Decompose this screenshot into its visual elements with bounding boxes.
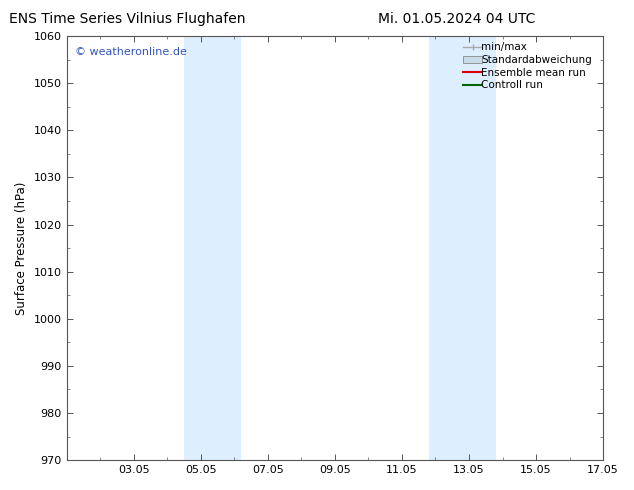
Text: Mi. 01.05.2024 04 UTC: Mi. 01.05.2024 04 UTC xyxy=(378,12,535,26)
Text: © weatheronline.de: © weatheronline.de xyxy=(75,47,186,57)
Y-axis label: Surface Pressure (hPa): Surface Pressure (hPa) xyxy=(15,181,28,315)
Text: ENS Time Series Vilnius Flughafen: ENS Time Series Vilnius Flughafen xyxy=(8,12,245,26)
Bar xyxy=(429,36,496,460)
Legend: min/max, Standardabweichung, Ensemble mean run, Controll run: min/max, Standardabweichung, Ensemble me… xyxy=(460,39,600,93)
Bar xyxy=(184,36,241,460)
